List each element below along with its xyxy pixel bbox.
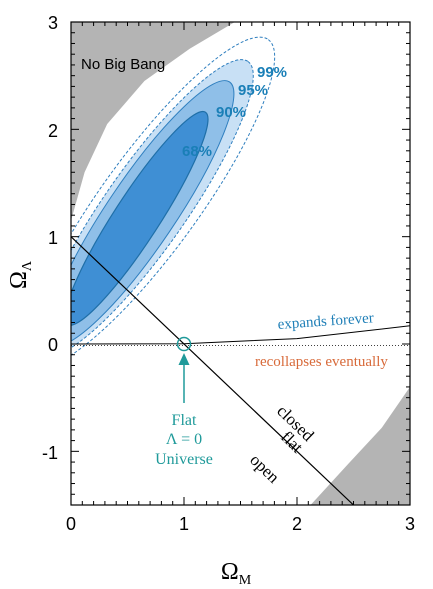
flat-universe-marker: [176, 336, 192, 352]
y-tick-label-3: 3: [48, 13, 58, 33]
x-tick-label-1: 1: [179, 514, 189, 534]
y-axis-title: ΩΛ: [6, 260, 35, 289]
x-axis-title: ΩM: [221, 559, 252, 588]
tick-marks: [70, 21, 411, 506]
flat-universe-arrowhead: [178, 353, 190, 365]
x-tick-label-0: 0: [66, 514, 76, 534]
y-tick-label-0: 0: [48, 335, 58, 355]
flat-universe-label-1: Flat: [172, 412, 197, 429]
no-big-bang-region: [71, 22, 235, 221]
label-95: 95%: [238, 82, 268, 99]
x-tick-label-2: 2: [292, 514, 302, 534]
flat-universe-label-3: Universe: [155, 451, 213, 468]
expands-forever-label: expands forever: [277, 310, 374, 333]
y-tick-label-1: 1: [48, 228, 58, 248]
label-99: 99%: [257, 64, 287, 81]
label-68: 68%: [182, 143, 212, 160]
expansion-boundary-line: [71, 325, 410, 345]
no-bounce-corner-region: [310, 386, 410, 505]
confidence-contour-99: [71, 36, 276, 368]
flat-universe-line: [71, 236, 354, 505]
recollapses-eventually-label: recollapses eventually: [255, 354, 388, 370]
confidence-contour-68: [71, 110, 209, 326]
x-tick-label-3: 3: [405, 514, 415, 534]
y-tick-label-minus1: -1: [42, 443, 58, 463]
no-big-bang-label: No Big Bang: [81, 56, 165, 73]
open-label: open: [246, 450, 283, 487]
y-tick-label-2: 2: [48, 121, 58, 141]
flat-universe-label-2: Λ = 0: [166, 431, 202, 448]
label-90: 90%: [216, 104, 246, 121]
